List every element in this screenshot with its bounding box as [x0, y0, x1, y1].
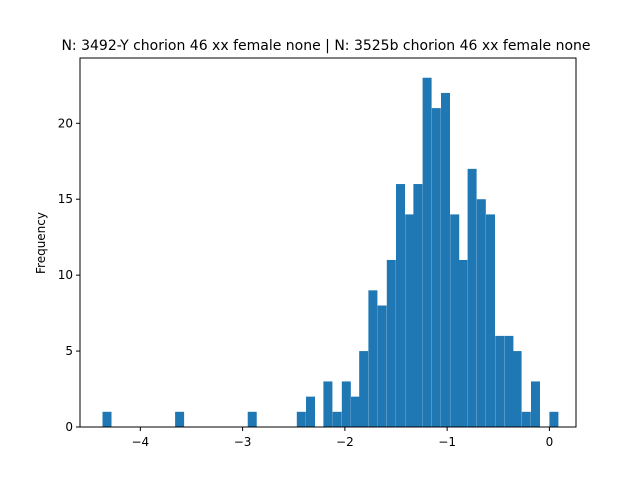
histogram-bar	[531, 381, 540, 427]
y-axis-label: Frequency	[34, 212, 48, 274]
histogram-bar	[359, 351, 369, 427]
histogram-bar	[495, 335, 505, 427]
histogram-bar	[247, 411, 257, 427]
y-tick-label: 0	[65, 420, 73, 434]
histogram-bar	[405, 214, 415, 427]
y-tick-label: 20	[58, 116, 73, 130]
y-axis-ticks: 0 5 10 15 20	[58, 116, 80, 434]
histogram-bar	[549, 411, 559, 427]
y-tick-label: 5	[65, 344, 73, 358]
histogram-bar	[368, 290, 378, 427]
histogram-bar	[396, 184, 406, 427]
histogram-bar	[323, 381, 333, 427]
histogram-bar	[296, 411, 306, 427]
x-tick-label: 0	[546, 435, 554, 449]
y-tick-label: 15	[58, 192, 73, 206]
histogram-bar	[486, 214, 495, 427]
plot-frame	[79, 57, 577, 428]
histogram-bar	[521, 411, 531, 427]
histogram-bar	[332, 411, 342, 427]
histogram-bar	[102, 411, 112, 427]
histogram-bar	[441, 92, 451, 428]
y-tick-label: 10	[58, 268, 73, 282]
histogram-bar	[512, 351, 522, 427]
histogram-bar	[175, 411, 185, 427]
bars-group	[102, 77, 559, 428]
histogram-bar	[351, 396, 361, 427]
histogram-bar	[450, 214, 460, 427]
histogram-bar	[386, 259, 396, 427]
histogram-bar	[504, 335, 514, 427]
histogram-bar	[341, 381, 351, 427]
histogram-bar	[431, 108, 441, 428]
x-tick-label: −1	[438, 435, 456, 449]
histogram-bar	[306, 396, 316, 427]
histogram-bar	[377, 305, 387, 427]
x-tick-label: −4	[131, 435, 149, 449]
x-tick-label: −2	[336, 435, 354, 449]
histogram-bar	[476, 199, 486, 427]
chart-title: N: 3492-Y chorion 46 xx female none | N:…	[61, 38, 590, 54]
x-axis-ticks: −4 −3 −2 −1 0	[131, 427, 553, 449]
histogram-bar	[413, 184, 423, 427]
histogram-bar	[467, 168, 477, 427]
x-tick-label: −3	[234, 435, 252, 449]
histogram-bar	[422, 77, 432, 428]
histogram-bar	[458, 259, 468, 427]
